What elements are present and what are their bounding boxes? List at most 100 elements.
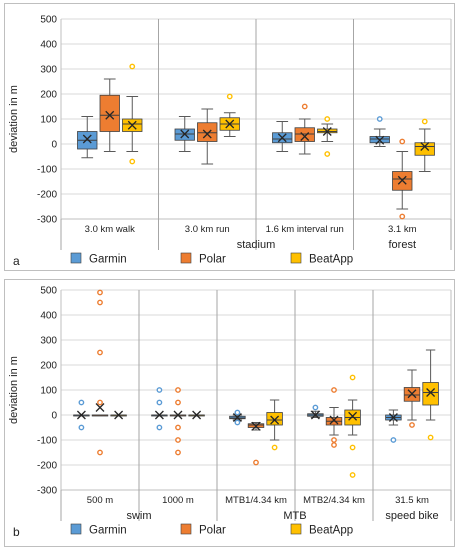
mean-marker xyxy=(310,410,320,420)
box-garmin xyxy=(307,404,324,420)
legend-swatch-garmin xyxy=(70,252,82,264)
legend-label-beatapp: BeatApp xyxy=(309,254,353,266)
y-tick-label: 0 xyxy=(51,140,57,151)
box-garmin xyxy=(385,409,402,443)
mean-marker xyxy=(127,120,137,130)
y-tick-label: 100 xyxy=(40,115,57,126)
outlier-point xyxy=(421,118,428,125)
legend-label-polar: Polar xyxy=(199,525,226,537)
mean-marker xyxy=(251,421,261,431)
category-label: 1000 m xyxy=(162,495,194,506)
mean-marker xyxy=(397,175,407,185)
y-tick-label: -300 xyxy=(37,486,57,497)
y-axis-label: deviation in m xyxy=(8,85,20,153)
mean-marker xyxy=(95,403,105,412)
outlier-point xyxy=(175,449,181,456)
mean-marker xyxy=(322,127,332,136)
box-polar xyxy=(91,289,109,456)
outlier-point xyxy=(349,472,356,478)
box-garmin xyxy=(369,116,390,147)
box-beatapp xyxy=(266,399,283,451)
legend-swatch-beatapp xyxy=(290,252,302,264)
category-label: 3.0 km walk xyxy=(85,224,135,235)
outlier-point xyxy=(301,103,308,110)
outlier-point xyxy=(331,387,337,393)
box-polar xyxy=(99,78,120,152)
outlier-point xyxy=(129,63,136,70)
box-garmin xyxy=(272,121,293,152)
outlier-point xyxy=(349,374,356,381)
box-iqr xyxy=(422,382,439,406)
outlier-point xyxy=(97,399,103,406)
outlier-point xyxy=(390,437,397,443)
outlier-point xyxy=(234,419,241,426)
mean-marker xyxy=(114,410,124,420)
y-tick-label: 400 xyxy=(40,311,57,322)
outlier-point xyxy=(312,404,319,411)
box-iqr xyxy=(266,412,283,426)
mean-marker xyxy=(388,413,398,422)
y-tick-label: 200 xyxy=(40,90,57,101)
box-garmin xyxy=(151,387,168,431)
legend-label-garmin: Garmin xyxy=(89,254,127,266)
mean-marker xyxy=(76,410,86,420)
mean-marker xyxy=(277,133,287,143)
outlier-point xyxy=(175,437,181,443)
box-beatapp xyxy=(317,116,338,157)
y-tick-label: 500 xyxy=(40,15,57,26)
y-tick-label: 300 xyxy=(40,336,57,347)
box-beatapp xyxy=(122,63,143,165)
category-label: MTB2/4.34 km xyxy=(303,495,365,506)
box-beatapp xyxy=(422,349,439,441)
y-tick-label: -200 xyxy=(37,190,57,201)
panel-label: a xyxy=(13,254,20,268)
outlier-point xyxy=(234,409,241,416)
panel-label: b xyxy=(13,525,20,539)
box-beatapp xyxy=(110,410,127,420)
legend-swatch-beatapp xyxy=(290,523,302,535)
outlier-point xyxy=(349,444,356,451)
mean-marker xyxy=(329,415,339,425)
group-label: forest xyxy=(388,239,416,251)
outlier-point xyxy=(175,387,181,393)
mean-marker xyxy=(173,410,183,420)
category-label: MTB1/4.34 km xyxy=(225,495,287,506)
outlier-point xyxy=(175,399,181,406)
box-iqr xyxy=(414,142,435,156)
mean-marker xyxy=(348,411,358,421)
box-beatapp xyxy=(219,93,240,137)
mean-marker xyxy=(192,410,202,420)
outlier-point xyxy=(97,349,103,356)
group-label: stadium xyxy=(237,239,276,251)
outlier-point xyxy=(97,299,103,306)
box-garmin xyxy=(77,116,98,159)
group-label: speed bike xyxy=(385,510,438,522)
mean-marker xyxy=(82,134,92,144)
mean-marker xyxy=(420,142,430,151)
box-polar xyxy=(403,369,421,428)
y-tick-label: -100 xyxy=(37,165,57,176)
chart-panel-b: -300 -200 -100 0 100 200 300 400 500 deviation in… xyxy=(4,279,455,547)
box-polar xyxy=(325,387,343,448)
group-label: MTB xyxy=(283,510,306,522)
box-polar xyxy=(169,387,187,456)
outlier-point xyxy=(156,424,163,431)
outlier-point xyxy=(175,424,181,431)
chart-panel-a: -300 -200 -100 0 100 200 300 400 500 deviation in… xyxy=(4,3,455,271)
box-beatapp xyxy=(344,374,361,478)
outlier-point xyxy=(129,158,136,165)
outlier-point xyxy=(253,459,259,466)
mean-marker xyxy=(202,129,212,139)
outlier-point xyxy=(156,399,163,406)
box-garmin xyxy=(73,399,90,431)
legend-swatch-garmin xyxy=(70,523,82,535)
mean-marker xyxy=(154,410,164,420)
category-label: 3.0 km run xyxy=(185,224,230,235)
legend-label-polar: Polar xyxy=(199,254,226,266)
box-polar xyxy=(247,421,265,466)
mean-marker xyxy=(407,389,417,399)
outlier-point xyxy=(78,424,85,431)
outlier-point xyxy=(409,422,415,428)
chart-b-svg: -300 -200 -100 0 100 200 300 400 500 deviation in… xyxy=(8,286,452,539)
y-axis-label: deviation in m xyxy=(8,356,20,424)
